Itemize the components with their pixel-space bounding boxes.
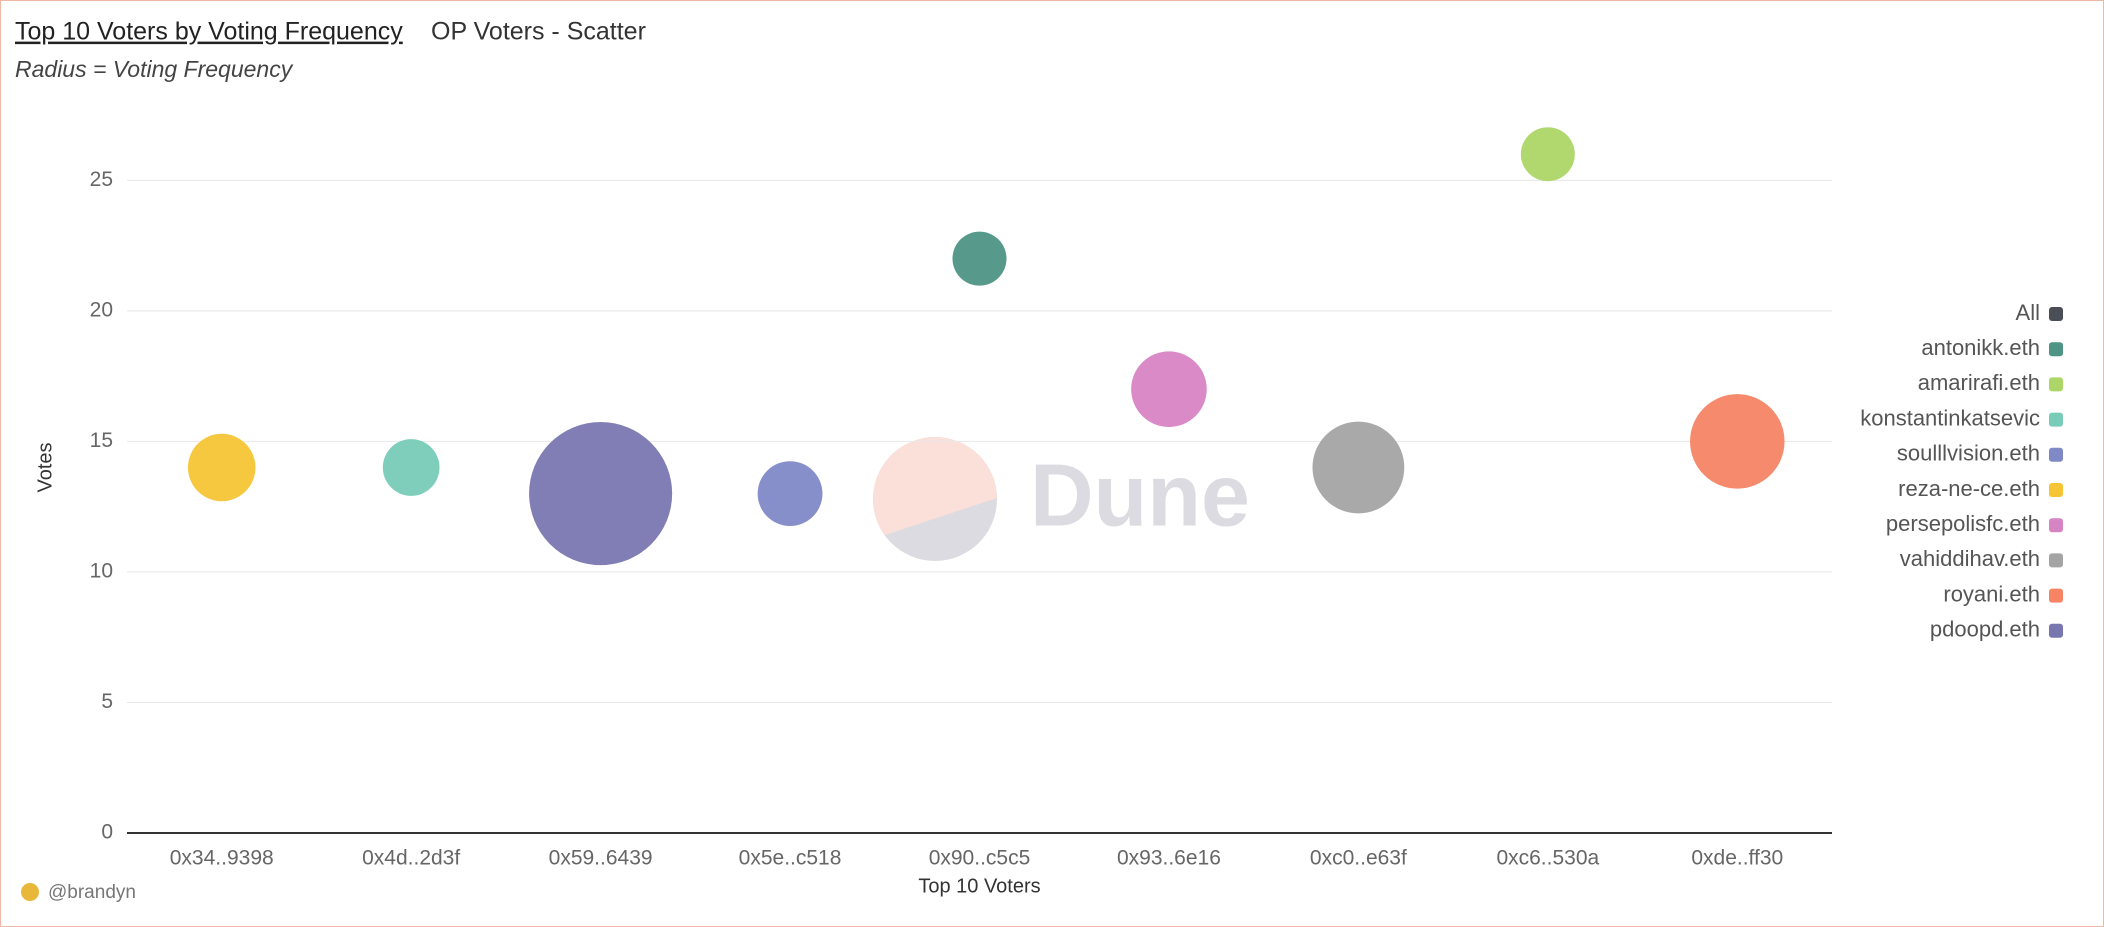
legend-label[interactable]: amarirafi.eth <box>1918 370 2040 395</box>
legend-swatch <box>2049 412 2063 427</box>
y-tick-label: 10 <box>90 559 113 582</box>
legend-swatch <box>2049 518 2063 533</box>
y-tick-label: 5 <box>101 690 113 713</box>
bubble <box>529 422 673 566</box>
bubble <box>1520 127 1575 182</box>
x-tick-label: 0x4d..2d3f <box>362 847 460 870</box>
bubble <box>1131 351 1207 427</box>
query-name: OP Voters - Scatter <box>431 18 646 46</box>
legend-swatch <box>2049 377 2063 392</box>
chart-title[interactable]: Top 10 Voters by Voting Frequency <box>15 18 403 46</box>
x-tick-label: 0x93..6e16 <box>1117 847 1221 870</box>
y-tick-label: 0 <box>101 821 113 844</box>
x-tick-label: 0x90..c5c5 <box>929 847 1031 870</box>
author-avatar <box>21 883 39 901</box>
x-tick-label: 0x34..9398 <box>170 847 274 870</box>
bubble <box>187 433 256 502</box>
legend-label[interactable]: vahiddihav.eth <box>1900 546 2040 571</box>
x-tick-label: 0xc0..e63f <box>1310 847 1407 870</box>
legend-label[interactable]: persepolisfc.eth <box>1886 511 2040 536</box>
legend-label[interactable]: antonikk.eth <box>1921 335 2040 360</box>
legend-swatch <box>2049 447 2063 462</box>
legend-label[interactable]: soulllvision.eth <box>1897 441 2040 466</box>
y-axis-label: Votes <box>34 442 56 492</box>
bubble <box>757 461 823 527</box>
legend-label[interactable]: reza-ne-ce.eth <box>1898 476 2040 501</box>
legend-label[interactable]: royani.eth <box>1943 581 2040 606</box>
x-tick-label: 0x59..6439 <box>549 847 653 870</box>
subtitle: Radius = Voting Frequency <box>15 56 294 82</box>
x-tick-label: 0xc6..530a <box>1496 847 1599 870</box>
watermark-text: Dune <box>1030 445 1250 544</box>
bubble <box>1690 394 1785 489</box>
x-tick-label: 0xde..ff30 <box>1691 847 1783 870</box>
x-tick-label: 0x5e..c518 <box>739 847 842 870</box>
legend-label[interactable]: konstantinkatsevic <box>1860 405 2040 430</box>
legend-label[interactable]: pdoopd.eth <box>1930 617 2040 642</box>
bubble <box>952 231 1007 286</box>
y-tick-label: 20 <box>90 298 113 321</box>
legend-swatch <box>2049 342 2063 357</box>
legend-swatch <box>2049 483 2063 497</box>
x-axis-label: Top 10 Voters <box>918 875 1040 897</box>
legend-swatch <box>2049 588 2063 603</box>
legend-label: All <box>2016 300 2040 325</box>
bubble <box>1312 421 1405 514</box>
legend-swatch <box>2049 307 2063 321</box>
bubble <box>382 439 440 496</box>
watermark: Dune <box>873 437 1250 561</box>
legend-swatch <box>2049 553 2063 568</box>
legend-swatch <box>2049 623 2063 638</box>
y-tick-label: 25 <box>90 168 113 191</box>
y-tick-label: 15 <box>90 429 113 452</box>
author[interactable]: @brandyn <box>48 882 136 903</box>
